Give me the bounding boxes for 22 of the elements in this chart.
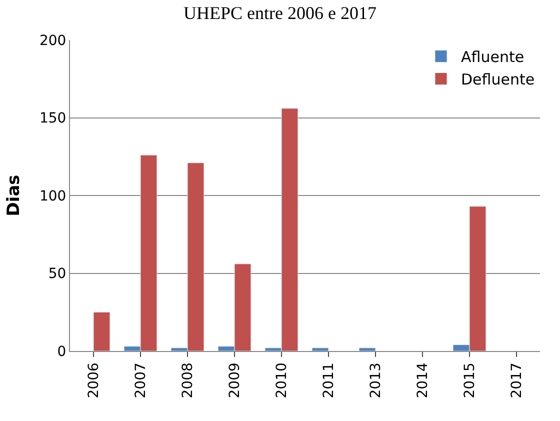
y-axis-title: Dias xyxy=(4,174,24,216)
x-tick-label: 2010 xyxy=(274,362,290,398)
y-tick-label: 100 xyxy=(39,188,66,204)
bar xyxy=(93,312,110,351)
y-tick-label: 50 xyxy=(48,266,66,282)
x-tick-label: 2007 xyxy=(133,362,150,398)
y-tick-label: 0 xyxy=(57,344,66,360)
bar xyxy=(312,348,329,351)
legend-label: Afluente xyxy=(461,48,524,66)
y-tick-label: 150 xyxy=(39,110,66,127)
x-tick-label: 2009 xyxy=(227,362,244,398)
legend-label: Defluente xyxy=(461,70,535,89)
x-tick-label: 2011 xyxy=(321,362,338,398)
y-tick-label: 200 xyxy=(39,32,66,49)
x-tick-label: 2013 xyxy=(368,362,384,398)
chart-title: UHEPC entre 2006 e 2017 xyxy=(184,2,376,23)
x-tick-label: 2017 xyxy=(509,362,526,398)
x-tick-label: 2006 xyxy=(86,362,102,398)
x-tick-label: 2014 xyxy=(415,362,432,398)
bar xyxy=(358,348,376,351)
x-tick-label: 2015 xyxy=(462,362,478,398)
x-tick-label: 2008 xyxy=(180,362,196,398)
